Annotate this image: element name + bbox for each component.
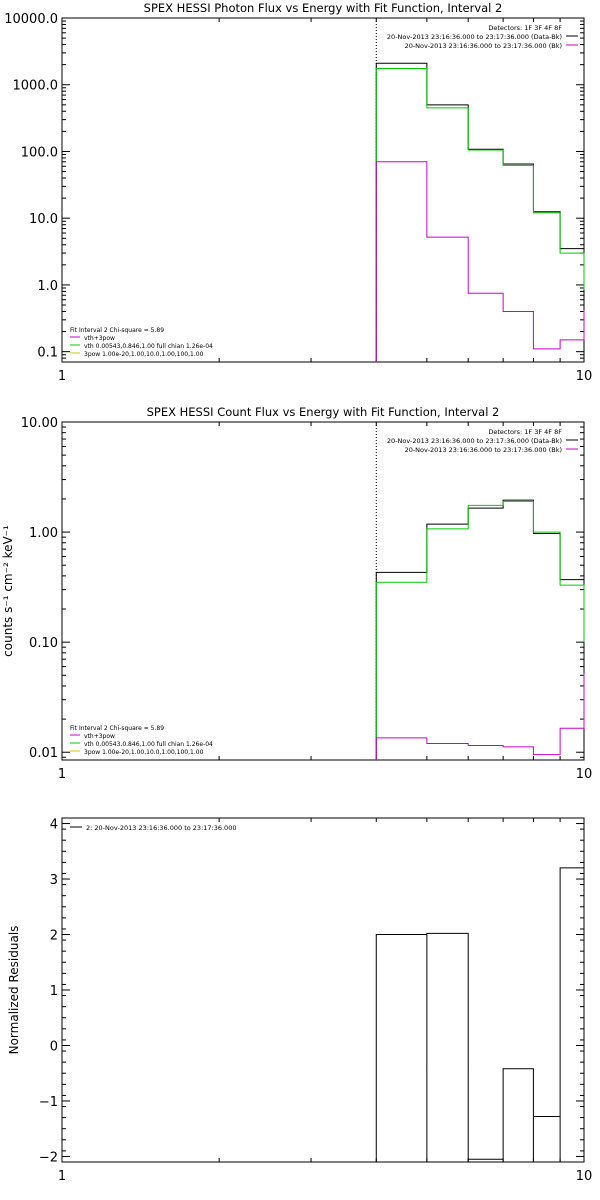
legend-entry: 20-Nov-2013 23:16:36.000 to 23:17:36.000… [405,42,562,50]
y-tick-label: −2 [39,1150,58,1165]
legend-entry: 3pow 1.00e-20,1.00,10.0,1.00,100,1.00 [84,351,204,358]
x-tick-label: 1 [58,767,66,782]
legend-entry: 20-Nov-2013 23:16:36.000 to 23:17:36.000… [387,437,562,445]
legend-entry: Detectors: 1F 3F 4F 8F [488,24,562,32]
series-1-histogram [375,68,585,362]
y-tick-label: 10.00 [21,416,58,431]
x-tick-label: 10 [576,767,593,782]
legend-entry: Fit Interval 2 Chi-square = 5.89 [70,725,164,732]
series-2-histogram [375,161,585,362]
y-tick-label: 1 [50,984,58,999]
legend-entry: Detectors: 1F 3F 4F 8F [488,428,562,436]
y-axis-label: counts s⁻¹ cm⁻² keV⁻¹ [1,525,15,657]
x-tick-label: 10 [576,1169,593,1184]
legend-entry: vth+3pow [84,335,115,342]
y-tick-label: 100.0 [21,145,58,160]
x-tick-label: 1 [58,1169,66,1184]
legend-entry: 20-Nov-2013 23:16:36.000 to 23:17:36.000… [387,33,562,41]
chart-title: SPEX HESSI Photon Flux vs Energy with Fi… [144,1,503,15]
y-tick-label: −1 [39,1095,58,1110]
y-tick-label: 0.1 [37,346,58,361]
x-tick-label: 10 [576,369,593,384]
legend-entry: 2: 20-Nov-2013 23:16:36.000 to 23:17:36.… [86,824,236,832]
y-tick-label: 4 [50,818,58,833]
plot-frame [61,817,585,1163]
legend-entry: 3pow 1.00e-20,1.00,10.0,1.00,100,1.00 [84,749,204,756]
residuals-panel: Normalized Residuals 1 10 −2 −1 0 1 2 3 4 2: 20-No… [7,817,593,1184]
y-tick-label: 0.10 [29,636,58,651]
plot-frame [61,17,585,363]
plot-frame [61,421,585,761]
legend-entry: vth 0.00543,0.846,1.00 full chian 1.26e-… [84,741,213,748]
y-tick-label: 2 [50,929,58,944]
y-tick-label: 1000.0 [13,79,59,94]
y-tick-label: 3 [50,873,58,888]
y-tick-label: 0 [50,1039,58,1054]
series-2-histogram [375,673,585,760]
x-tick-label: 1 [58,369,66,384]
series-0-histogram [375,867,585,1162]
count-flux-panel: SPEX HESSI Count Flux vs Energy with Fit… [1,405,592,782]
photon-flux-panel: SPEX HESSI Photon Flux vs Energy with Fi… [4,1,592,384]
chart-title: SPEX HESSI Count Flux vs Energy with Fit… [147,405,500,419]
y-tick-label: 10.0 [29,212,58,227]
y-axis-label: Normalized Residuals [7,926,21,1055]
legend-entry: vth 0.00543,0.846,1.00 full chian 1.26e-… [84,343,213,350]
y-tick-label: 10000.0 [4,12,58,27]
y-tick-label: 0.01 [29,746,58,761]
legend-entry: Fit Interval 2 Chi-square = 5.89 [70,327,164,334]
y-tick-label: 1.00 [29,526,58,541]
series-0-histogram [375,499,585,760]
y-tick-label: 1.0 [37,279,58,294]
legend-entry: vth+3pow [84,733,115,740]
series-1-histogram [375,500,585,760]
legend-entry: 20-Nov-2013 23:16:36.000 to 23:17:36.000… [405,446,562,454]
